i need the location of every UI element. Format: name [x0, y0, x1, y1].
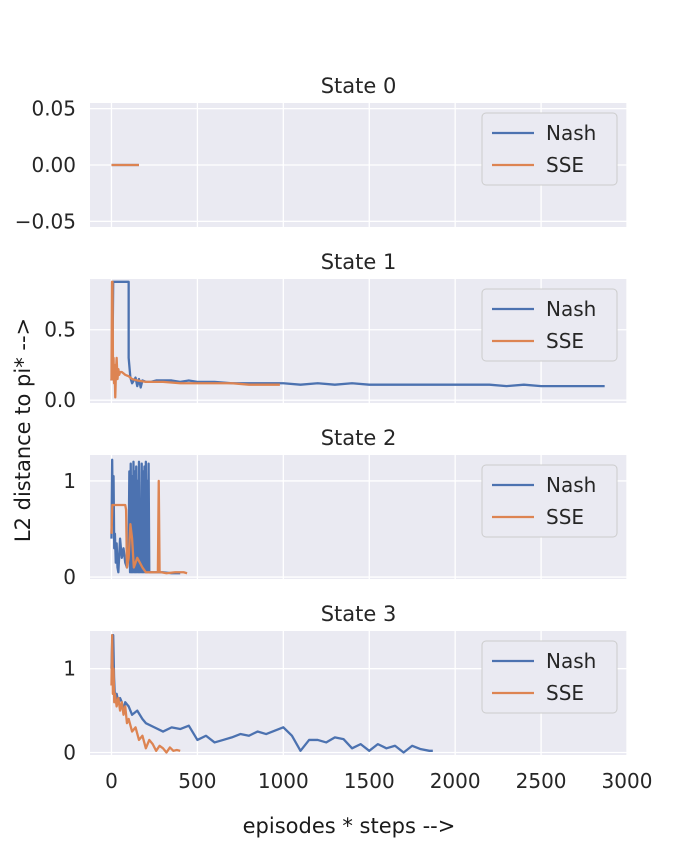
x-tick-label: 2000	[430, 769, 481, 793]
subplot-panels: −0.05 0.00 0.05 State 0 Nash SSE 0.0 0.5 State 1…	[15, 74, 653, 793]
y-tick-label: 0	[63, 565, 76, 589]
legend-label-nash: Nash	[546, 121, 596, 145]
legend-frame	[481, 112, 618, 186]
legend-frame	[481, 288, 618, 362]
y-tick-label: −0.05	[15, 209, 76, 233]
legend: Nash SSE	[481, 112, 618, 186]
subplot-title: State 3	[321, 602, 397, 626]
legend-label-nash: Nash	[546, 473, 596, 497]
x-tick-label: 500	[178, 769, 216, 793]
series-line-sse	[110, 479, 188, 575]
legend-label-sse: SSE	[546, 153, 584, 177]
y-tick-label: 1	[63, 657, 76, 681]
legend-label-nash: Nash	[546, 297, 596, 321]
y-tick-label: 0	[63, 740, 76, 764]
y-tick-label: 0.00	[31, 153, 76, 177]
y-tick-label: 0.0	[44, 388, 76, 412]
subplot-state-3: 0 1 0 500 1000 1500 2000 2500 3000 State 3 Nash SSE	[63, 602, 652, 793]
x-tick-label: 1000	[258, 769, 309, 793]
x-tick-label: 1500	[344, 769, 395, 793]
subplot-title: State 2	[321, 426, 397, 450]
subplot-state-0: −0.05 0.00 0.05 State 0 Nash SSE	[15, 74, 628, 233]
x-tick-label: 2500	[516, 769, 567, 793]
legend-label-sse: SSE	[546, 505, 584, 529]
y-tick-label: 0.5	[44, 318, 76, 342]
y-tick-label: 1	[63, 469, 76, 493]
legend-label-sse: SSE	[546, 681, 584, 705]
subplot-state-1: 0.0 0.5 State 1 Nash SSE	[44, 250, 628, 412]
subplot-state-2: 0 1 State 2 Nash SSE	[63, 426, 628, 589]
subplot-title: State 1	[321, 250, 397, 274]
series-line-sse	[110, 634, 181, 754]
series-line-sse	[110, 280, 280, 399]
x-axis-label: episodes * steps -->	[243, 814, 456, 838]
y-axis-label: L2 distance to pi* -->	[11, 318, 35, 542]
legend: Nash SSE	[481, 464, 618, 538]
legend-label-nash: Nash	[546, 649, 596, 673]
x-tick-label: 0	[105, 769, 118, 793]
legend: Nash SSE	[481, 640, 618, 714]
subplot-title: State 0	[321, 74, 397, 98]
legend-frame	[481, 640, 618, 714]
x-tick-label: 3000	[602, 769, 653, 793]
legend: Nash SSE	[481, 288, 618, 362]
y-tick-label: 0.05	[31, 97, 76, 121]
series-line-nash	[110, 458, 181, 575]
legend-label-sse: SSE	[546, 329, 584, 353]
legend-frame	[481, 464, 618, 538]
